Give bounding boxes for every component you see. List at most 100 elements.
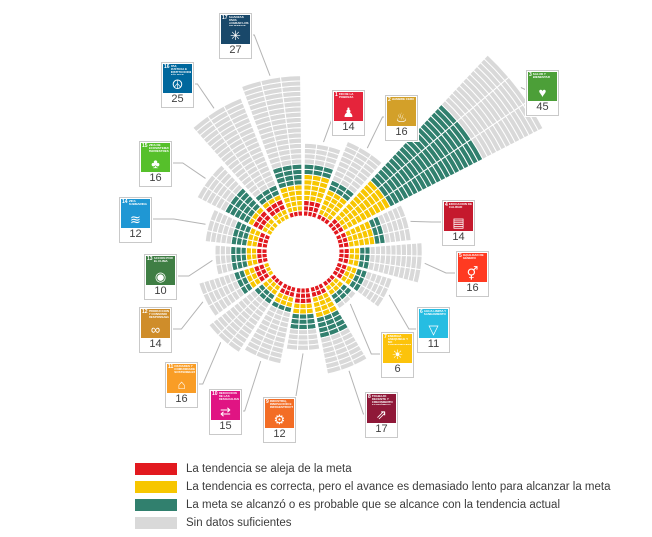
sdg-goal-17-pictogram-icon: ✳ [230, 28, 241, 43]
sdg-goal-title: Paz, justicia e instituciones sólidas [170, 65, 191, 75]
segment-goal-9-ring-5 [298, 308, 308, 315]
sdg-goal-13-indicator-count: 10 [146, 285, 175, 298]
sdg-goal-number: 1 [335, 92, 338, 98]
segment-goal-13-ring-4 [245, 247, 253, 255]
segment-goal-5-ring-10 [385, 244, 392, 256]
segment-goal-13-ring-8 [224, 245, 232, 256]
sdg-goal-card-2: 2 Hambre cero ♨ 16 [385, 95, 418, 141]
sunburst-sector-10 [243, 282, 297, 365]
segment-goal-9-ring-4 [299, 302, 307, 310]
sdg-goal-header: 11 Ciudades y comunidades sostenibles [168, 364, 195, 374]
sunburst-sector-16 [192, 97, 291, 226]
segment-goal-5-ring-6 [364, 246, 371, 255]
sdg-goal-card-8: 8Trabajo decente y crecimiento económico… [365, 392, 398, 438]
segment-goal-9-ring-2 [299, 292, 307, 299]
sdg-goal-card-15: 15 Vida de ecosistemas terrestres ♣ 16 [139, 141, 172, 187]
sdg-goal-number: 6 [420, 309, 423, 315]
legend-row-slow: La tendencia es correcta, pero el avance… [135, 478, 610, 496]
sunburst-sector-1 [302, 142, 342, 219]
sdg-goal-card-12: 12Producción y consumo responsables ∞14 [139, 307, 172, 353]
segment-goal-12-ring-14 [198, 281, 209, 296]
sdg-goal-number: 3 [529, 72, 532, 78]
segment-goal-9-ring-7 [298, 318, 308, 325]
sdg-goal-card-3: 3 Salud y bienestar ♥ 45 [526, 70, 559, 116]
segment-goal-17-ring-4 [295, 194, 303, 202]
sdg-goal-card-13: 13 Acción por el clima ◉ 10 [144, 254, 177, 300]
sdg-goal-16-indicator-count: 25 [163, 93, 192, 106]
legend-row-away: La tendencia se aleja de la meta [135, 460, 610, 478]
sdg-goal-header: 7Energía asequible y no contaminante [384, 334, 411, 346]
sdg-goal-header: 6 Agua limpia y saneamiento [420, 309, 447, 317]
segment-goal-17-ring-2 [296, 205, 303, 212]
legend-label-away: La tendencia se aleja de la meta [186, 463, 352, 475]
sdg-goal-3-icon: 3 Salud y bienestar ♥ [528, 72, 557, 101]
sdg-goal-card-11: 11 Ciudades y comunidades sostenibles ⌂ 16 [165, 362, 198, 408]
legend-row-nodata: Sin datos suficientes [135, 514, 610, 532]
sdg-goal-title: Igualdad de género [462, 254, 484, 261]
sdg-goal-number: 7 [384, 334, 387, 340]
sdg-goal-number: 17 [222, 15, 228, 21]
sdg-goal-14-icon: 14 Vida submarina ≋ [121, 199, 150, 228]
sdg-goal-card-10: 10Reducción de las desigualdades ⇄15 [209, 389, 242, 435]
sdg-goal-17-icon: 17Alianzas para lograr los objetivos✳ [221, 15, 250, 44]
sdg-goal-4-pictogram-icon: ▤ [452, 215, 465, 230]
segment-goal-13-ring-2 [256, 247, 263, 255]
sdg-goal-card-7: 7Energía asequible y no contaminante☀6 [381, 332, 414, 378]
sdg-goal-title: Agua limpia y saneamiento [423, 310, 447, 317]
sunburst-sector-4 [334, 204, 412, 249]
sunburst-sector-17 [240, 75, 304, 219]
sdg-goal-5-pictogram-icon: ⚥ [466, 266, 479, 281]
segment-goal-13-ring-10 [214, 244, 221, 256]
sdg-goal-2-pictogram-icon: ♨ [395, 110, 408, 125]
segment-goal-5-ring-8 [374, 245, 382, 256]
segment-goal-5-ring-5 [359, 246, 366, 255]
segment-goal-9-ring-12 [307, 343, 321, 351]
sdg-goal-title: Vida submarina [128, 200, 147, 207]
legend-label-nodata: Sin datos suficientes [186, 517, 292, 529]
sdg-goal-number: 14 [122, 199, 128, 205]
legend-swatch-gray [135, 517, 177, 529]
segment-goal-8-ring-17 [325, 364, 342, 375]
segment-goal-9-ring-3 [299, 297, 307, 305]
sdg-goal-number: 2 [388, 97, 391, 103]
sdg-goal-number: 11 [168, 364, 174, 370]
sdg-goal-9-pictogram-icon: ⚙ [273, 412, 286, 427]
legend: La tendencia se aleja de la meta La tend… [135, 460, 610, 532]
sdg-goal-card-6: 6 Agua limpia y saneamiento ▽ 11 [417, 307, 450, 353]
sdg-goal-header: 9Industria, innovación e infraestructura [266, 399, 293, 409]
segment-goal-10-ring-15 [243, 344, 259, 357]
segment-goal-5-ring-14 [405, 242, 413, 257]
sunburst-sector-14 [204, 208, 272, 249]
segment-goal-1-ring-14 [303, 142, 318, 150]
sunburst-sector-13 [214, 244, 269, 276]
sunburst-sector-9 [285, 286, 321, 351]
sdg-goal-card-16: 16Paz, justicia e instituciones sólidas☮… [161, 62, 194, 108]
sdg-goal-5-icon: 5 Igualdad de género ⚥ [458, 253, 487, 282]
segment-goal-13-ring-10 [214, 254, 222, 266]
segment-goal-9-ring-9 [297, 328, 309, 336]
sdg-goal-15-pictogram-icon: ♣ [151, 156, 160, 171]
sdg-goal-number: 15 [142, 143, 148, 149]
sunburst-sector-3 [326, 54, 544, 237]
sdg-goal-title: Producción y consumo responsables [148, 310, 169, 320]
legend-row-ontrack: La meta se alcanzó o es probable que se … [135, 496, 610, 514]
legend-label-slow: La tendencia es correcta, pero el avance… [186, 481, 611, 493]
sdg-goal-number: 5 [459, 253, 462, 259]
segment-goal-13-ring-7 [230, 245, 237, 256]
sdg-goal-number: 12 [142, 309, 148, 315]
sdg-goal-2-indicator-count: 16 [387, 126, 416, 139]
sdg-goal-8-icon: 8Trabajo decente y crecimiento económico… [367, 394, 396, 423]
sdg-goal-14-pictogram-icon: ≋ [130, 212, 141, 227]
sdg-goal-7-icon: 7Energía asequible y no contaminante☀ [383, 334, 412, 363]
segment-goal-6-ring-11 [373, 294, 385, 308]
segment-goal-5-ring-2 [343, 247, 350, 255]
sdg-goal-title: Reducción de las desigualdades [218, 392, 239, 402]
sdg-goal-header: 15 Vida de ecosistemas terrestres [142, 143, 169, 153]
segment-goal-13-ring-3 [250, 247, 258, 255]
sdg-goal-12-indicator-count: 14 [141, 338, 170, 351]
segment-goal-16-ring-25 [223, 97, 244, 112]
sdg-goal-5-indicator-count: 16 [458, 282, 487, 295]
sdg-goal-header: 8Trabajo decente y crecimiento económico [368, 395, 395, 406]
